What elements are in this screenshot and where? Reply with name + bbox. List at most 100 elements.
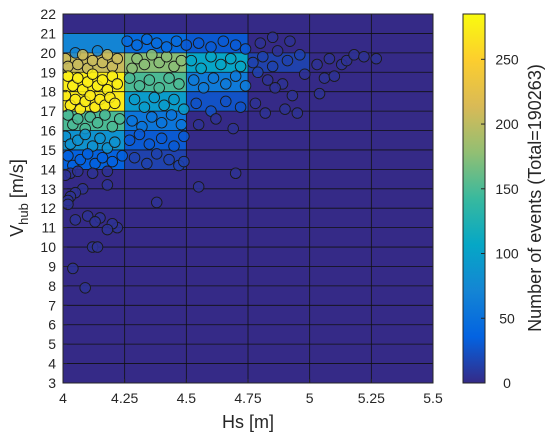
y-axis-title-suffix: [m/s] [7,159,27,203]
colorbar-tick-label: 200 [495,116,519,132]
y-tick-label: 15 [40,142,56,158]
event-marker [252,66,264,79]
event-marker [153,82,165,94]
event-marker [113,113,126,125]
x-tick-label: 4.75 [234,390,261,406]
y-axis: 3 4 5 6 7 8 9 10 11 12 13 14 15 16 17 18 19 20 21 22 [40,6,67,391]
event-marker [207,72,220,84]
event-marker [79,282,91,294]
colorbar-title: Number of events (Total=190263) [525,64,545,332]
event-marker [123,72,136,84]
event-marker [239,43,252,55]
y-tick-label: 4 [48,356,56,372]
event-marker [180,39,193,51]
event-marker [168,93,180,106]
event-marker [249,97,262,110]
colorbar-tick-label: 250 [495,51,519,67]
event-marker [173,78,185,90]
event-marker [72,72,84,84]
event-marker [138,101,151,113]
event-marker [143,138,156,150]
event-marker [234,60,247,73]
colorbar-tick-label: 100 [495,246,519,262]
x-axis: 4 4.25 4.5 4.75 5 5.25 5.5 [59,379,443,406]
event-marker [197,82,210,94]
event-marker [63,109,74,121]
event-marker [84,89,96,102]
colorbar-ticks: 0 50 100 150 200 250 [481,51,519,391]
y-tick-label: 7 [48,297,56,313]
event-marker [91,117,104,129]
event-marker [133,128,146,141]
event-marker [91,241,104,253]
event-marker [160,41,173,53]
event-marker [101,49,114,61]
event-marker [239,80,252,92]
event-marker [220,95,232,108]
event-marker [271,45,284,57]
event-marker [109,136,121,148]
event-marker [370,52,383,65]
plot-area [62,13,434,384]
x-tick-label: 5.25 [358,390,385,406]
y-tick-label: 8 [48,278,56,294]
event-marker [109,97,121,110]
event-marker [101,223,114,236]
event-marker [178,103,190,115]
event-marker [81,148,94,160]
event-marker [106,120,119,133]
event-marker [192,37,205,49]
y-tick-label: 10 [40,239,56,255]
event-marker [269,82,281,94]
event-marker [266,60,279,73]
x-tick-label: 5 [306,390,314,406]
event-marker [141,157,153,170]
event-marker [67,262,79,275]
event-marker [94,132,106,145]
event-marker [210,113,222,125]
event-marker [298,68,311,80]
event-marker [220,78,232,90]
event-marker [63,60,74,73]
event-marker [86,167,99,180]
event-marker [261,74,274,86]
event-marker [358,50,370,63]
event-marker [323,52,336,65]
heatmap-cell [63,33,125,53]
x-axis-title: Hs [m] [222,412,274,432]
event-marker [160,50,173,63]
event-marker [178,155,190,168]
event-marker [190,97,202,110]
event-marker [146,49,158,61]
event-marker [150,37,163,49]
event-marker [175,118,188,131]
event-marker [146,111,158,123]
event-marker [165,109,178,121]
event-marker [72,58,84,71]
event-marker [79,128,91,141]
event-marker [158,99,170,112]
colorbar-tick-label: 150 [495,181,519,197]
event-marker [123,134,136,146]
event-marker [72,165,84,178]
event-marker [106,155,119,168]
event-marker [63,169,72,181]
colorbar-gradient [462,13,486,384]
event-marker [254,37,267,49]
event-marker [111,52,124,65]
y-tick-label: 17 [40,103,56,119]
y-tick-label: 21 [40,25,56,41]
event-marker [163,153,175,166]
event-marker [89,216,101,228]
event-marker [229,39,242,51]
y-tick-label: 3 [48,375,56,391]
heatmap-cell [186,91,248,112]
event-marker [187,74,200,86]
y-axis-title-subscript: hub [16,203,31,225]
event-marker [128,151,141,164]
event-marker [195,62,207,75]
event-marker [63,198,74,211]
event-marker [259,107,272,119]
colorbar-tick-label: 0 [503,375,511,391]
